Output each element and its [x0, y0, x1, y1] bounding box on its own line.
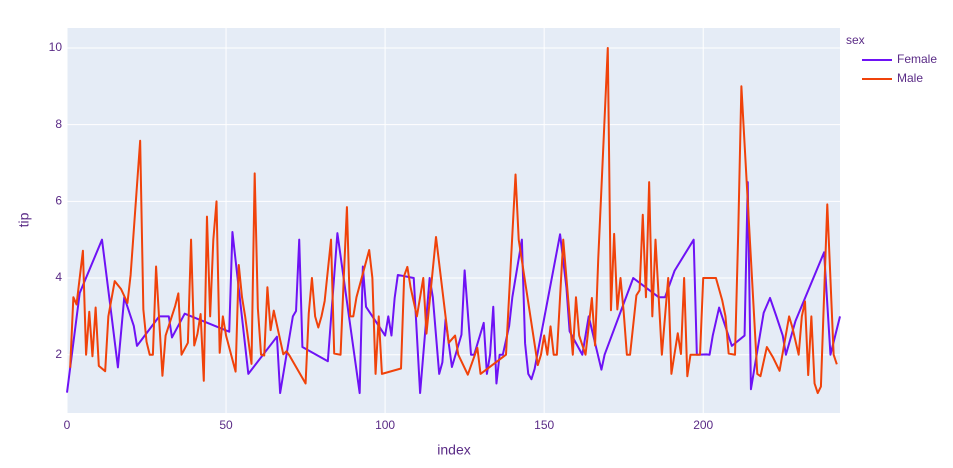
x-tick-label: 100 — [375, 418, 395, 432]
y-axis-title: tip — [16, 212, 32, 227]
x-tick-label: 0 — [64, 418, 71, 432]
y-tick-label: 6 — [55, 193, 62, 207]
y-tick-label: 10 — [49, 40, 63, 54]
legend-label[interactable]: Male — [897, 71, 923, 85]
legend-label[interactable]: Female — [897, 52, 937, 66]
legend-title: sex — [846, 33, 865, 47]
series-line — [66, 181, 841, 395]
x-tick-label: 200 — [693, 418, 713, 432]
plot-area — [67, 28, 840, 413]
legend: Female Male — [862, 52, 937, 85]
y-tick-label: 8 — [55, 117, 62, 131]
x-tick-label: 150 — [534, 418, 554, 432]
lines — [66, 46, 841, 395]
x-tick-label: 50 — [219, 418, 233, 432]
series-line — [69, 46, 838, 395]
x-axis-title: index — [437, 442, 470, 458]
y-tick-label: 4 — [55, 270, 62, 284]
y-tick-label: 2 — [55, 347, 62, 361]
